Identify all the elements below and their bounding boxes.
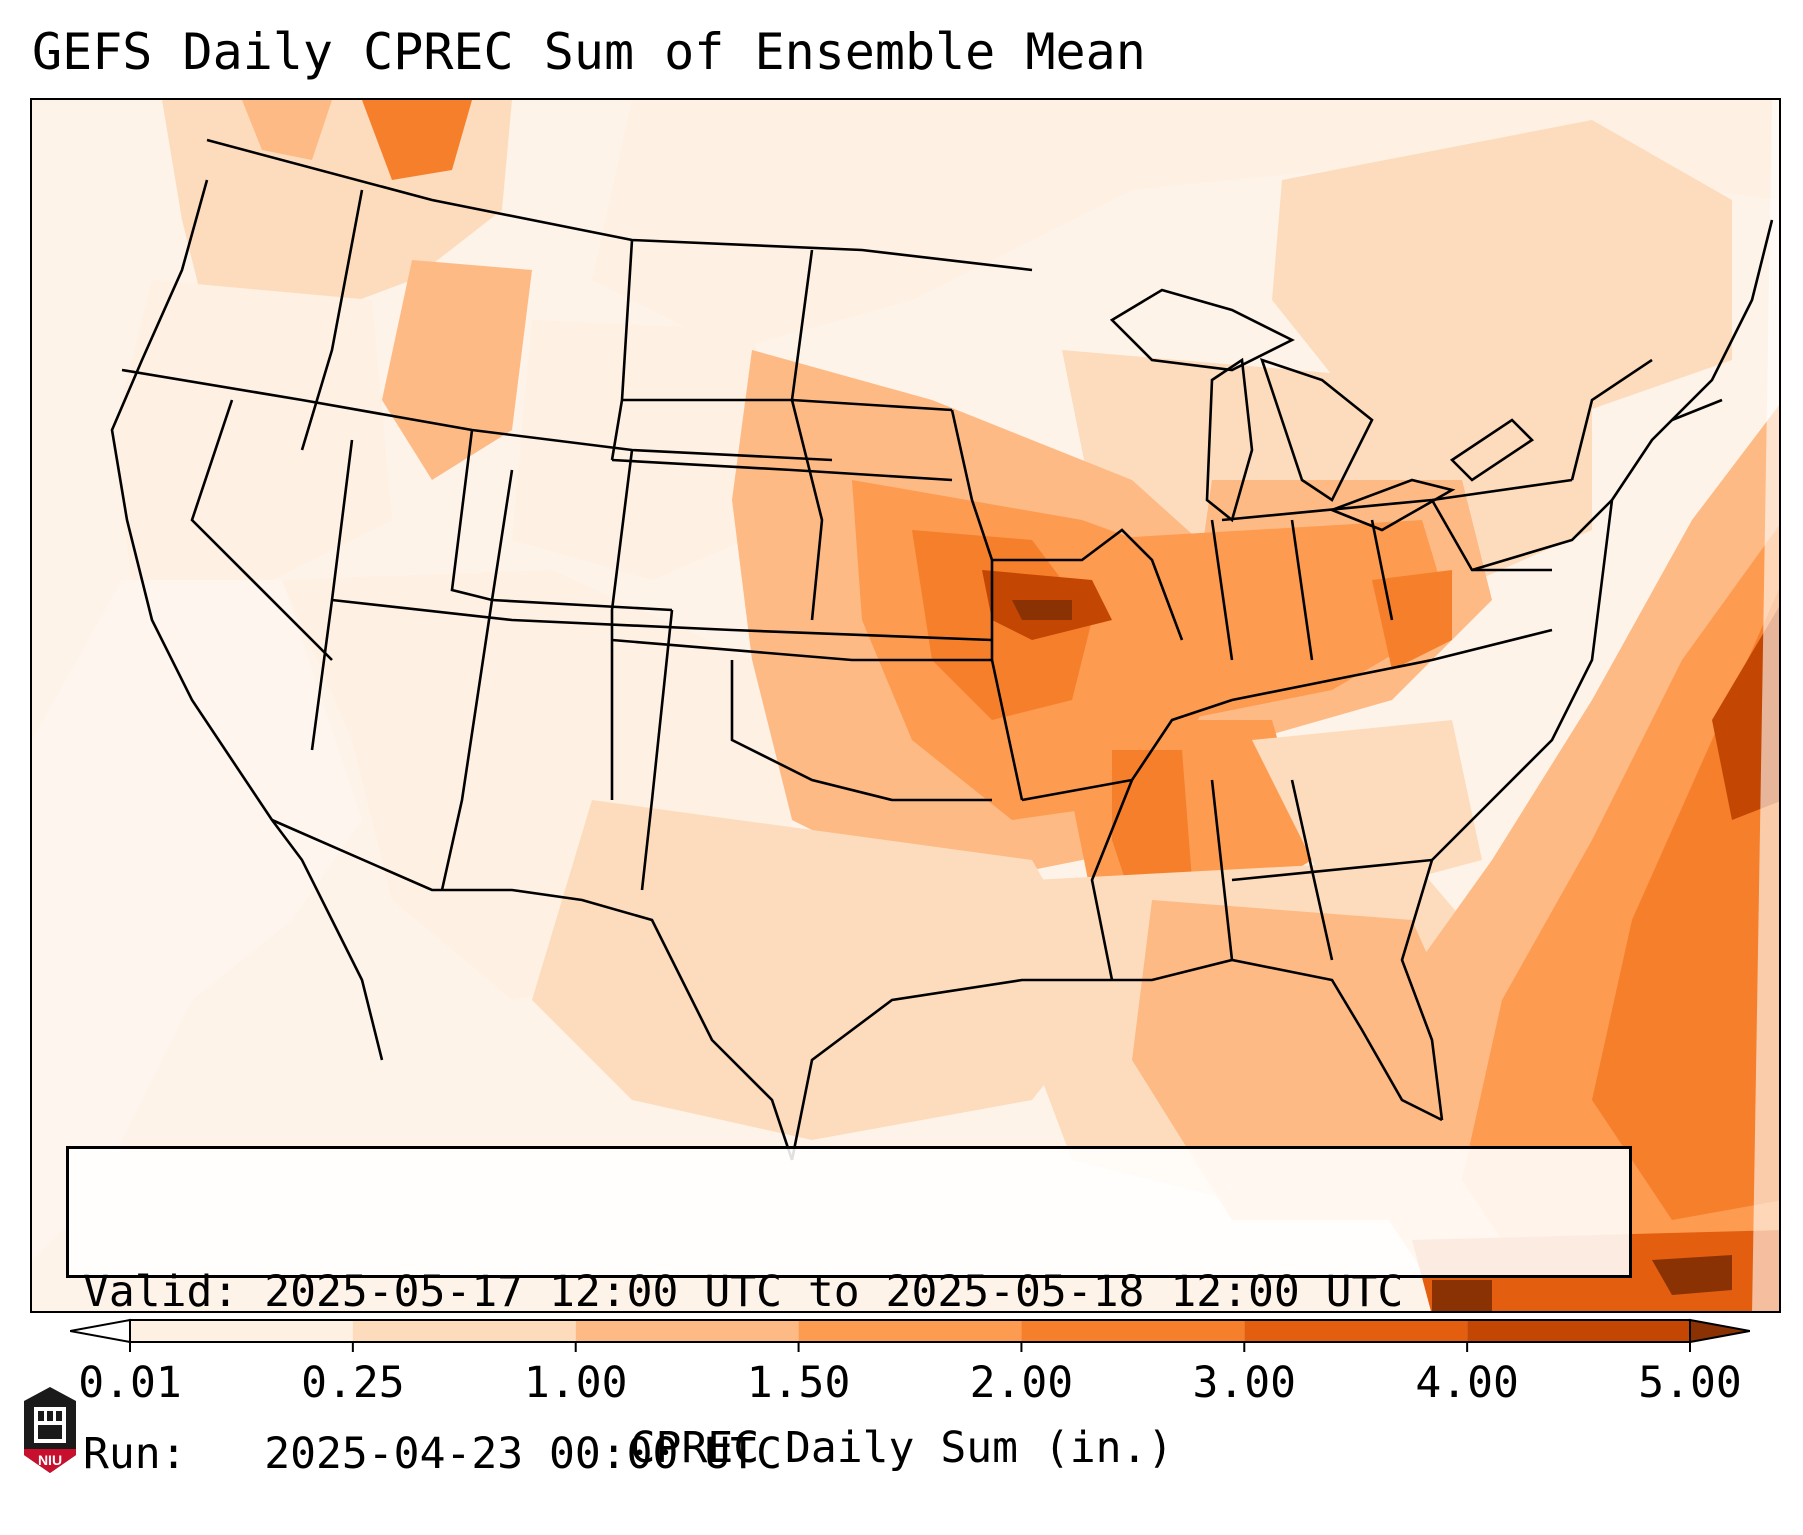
logo-text: NIU — [38, 1452, 62, 1468]
run-row: Run: 2025-04-23 00:00 UTC — [83, 1427, 1615, 1481]
colorbar-extend-low — [70, 1318, 131, 1344]
colorbar-tick-label: 1.00 — [523, 1358, 628, 1408]
valid-run-info-box: Valid: 2025-05-17 12:00 UTC to 2025-05-1… — [66, 1146, 1632, 1479]
map-panel — [30, 98, 1781, 1313]
colorbar-tick-label: 0.01 — [78, 1358, 182, 1408]
university-seal-icon: NIU — [24, 1387, 76, 1473]
colorbar-extend-high — [1689, 1318, 1750, 1344]
run-label: Run: — [83, 1429, 187, 1479]
valid-value: 2025-05-17 12:00 UTC to 2025-05-18 12:00… — [264, 1267, 1404, 1317]
colorbar-tick-label: 4.00 — [1415, 1358, 1519, 1408]
colorbar-tick-label: 0.25 — [301, 1358, 405, 1408]
colorbar-segment — [1021, 1320, 1245, 1342]
colorbar-segment — [130, 1320, 353, 1342]
map-title: GEFS Daily CPREC Sum of Ensemble Mean — [32, 23, 1146, 81]
colorbar-tick-label: 2.00 — [969, 1358, 1074, 1408]
run-value: 2025-04-23 00:00 UTC — [264, 1429, 782, 1479]
state-boundaries — [110, 138, 1774, 1161]
valid-row: Valid: 2025-05-17 12:00 UTC to 2025-05-1… — [83, 1265, 1615, 1319]
colorbar-segments — [70, 1318, 1750, 1352]
colorbar-segment — [798, 1320, 1022, 1342]
colorbar-label: CPREC Daily Sum (in.) — [629, 1423, 1174, 1473]
colorbar-outline — [129, 1319, 1691, 1343]
colorbar-tick-label: 1.50 — [746, 1358, 851, 1408]
colorbar-segment — [352, 1320, 576, 1342]
valid-label: Valid: — [83, 1267, 239, 1317]
colorbar-segment — [1244, 1320, 1468, 1342]
colorbar — [70, 1318, 1750, 1352]
colorbar-segment — [1467, 1320, 1690, 1342]
colorbar-tick-label: 3.00 — [1192, 1358, 1297, 1408]
colorbar-tick-label: 5.00 — [1638, 1358, 1742, 1408]
great-lakes — [1109, 288, 1535, 532]
colorbar-segment — [575, 1320, 799, 1342]
precip-map — [32, 100, 1779, 1311]
